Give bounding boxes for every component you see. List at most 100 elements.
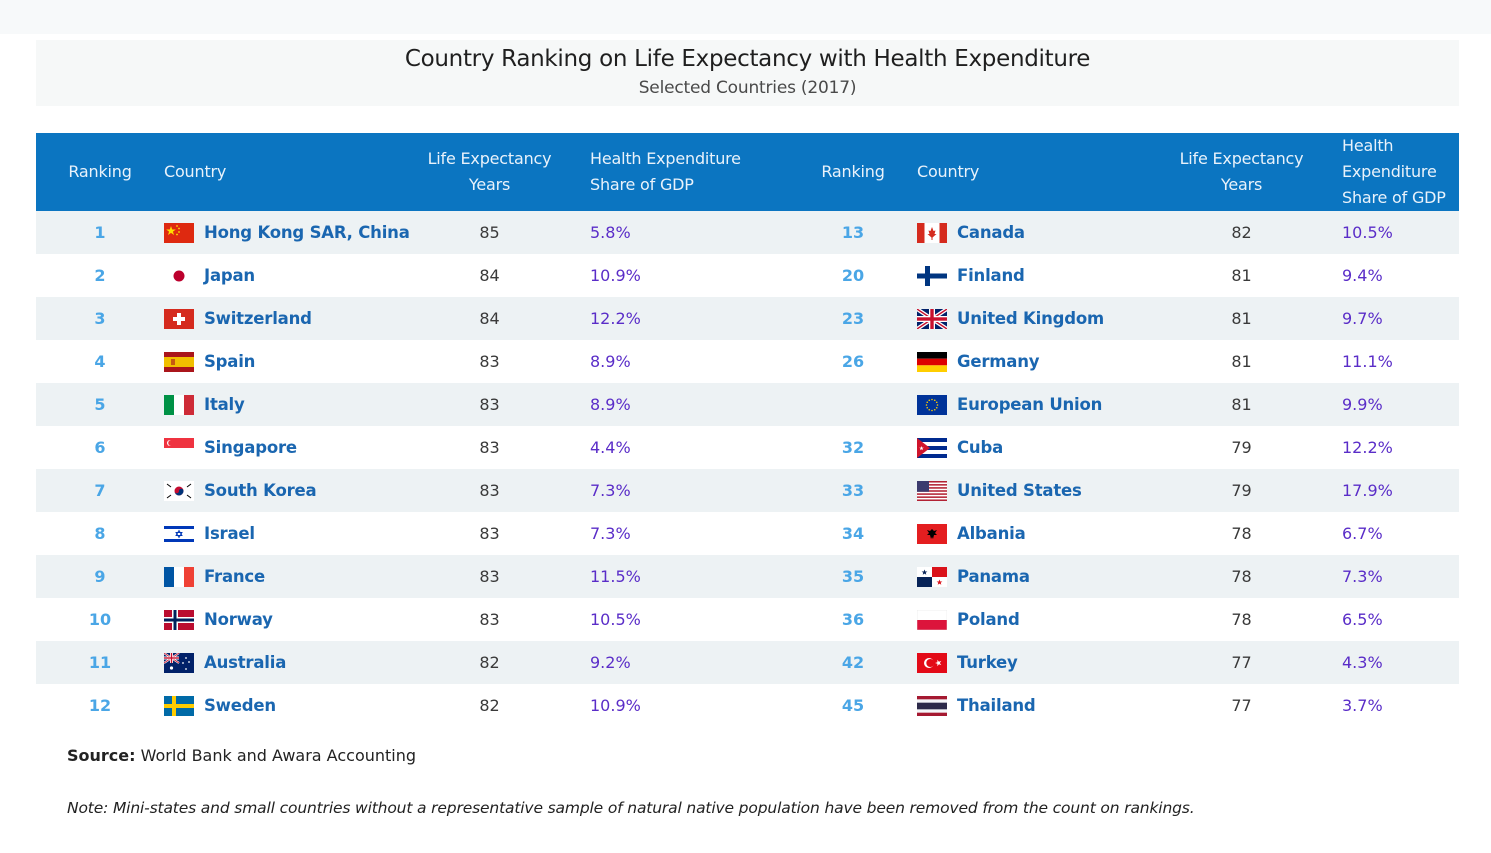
cuba-flag-icon [917,437,947,458]
south-korea-flag-icon [164,480,194,501]
rank-cell: 20 [841,266,865,285]
life-expectancy-cell: 77 [1231,653,1252,672]
table-row: 1 Hong Kong SAR, China 85 5.8% 13 Canada 82 10.… [36,211,1459,254]
life-expectancy-cell: 82 [479,653,500,672]
japan-flag-icon [164,265,194,286]
health-expenditure-cell: 10.9% [590,266,641,285]
rank-cell [789,383,917,426]
health-expenditure-cell: 8.9% [590,395,631,414]
rank-cell: 13 [841,223,865,242]
life-expectancy-cell: 78 [1231,610,1252,629]
country-name: Thailand [957,696,1036,715]
life-expectancy-cell: 82 [479,696,500,715]
country-name: United Kingdom [957,309,1104,328]
rank-cell: 34 [841,524,865,543]
country-name: European Union [957,395,1103,414]
rank-cell: 32 [841,438,865,457]
country-cell: Finland [917,254,1141,297]
header-health-expenditure-right: Health Expenditure Share of GDP [1342,136,1446,207]
life-expectancy-cell: 81 [1231,352,1252,371]
title-box: Country Ranking on Life Expectancy with … [36,40,1459,106]
france-flag-icon [164,566,194,587]
life-expectancy-cell: 79 [1231,481,1252,500]
country-cell: Japan [164,254,389,297]
country-name: Italy [204,395,245,414]
country-cell: Hong Kong SAR, China [164,211,410,254]
table-row: 7 South Korea 83 7.3% 33 United States 79 17.9% [36,469,1459,512]
country-name: Hong Kong SAR, China [204,223,410,242]
sweden-flag-icon [164,695,194,716]
country-cell: Norway [164,598,389,641]
country-name: Japan [204,266,255,285]
rank-cell: 45 [841,696,865,715]
spain-flag-icon [164,351,194,372]
country-cell: Poland [916,598,1141,641]
germany-flag-icon [917,351,947,372]
rank-cell: 33 [841,481,865,500]
life-expectancy-cell: 84 [479,266,500,285]
life-expectancy-cell: 84 [479,309,500,328]
life-expectancy-cell: 85 [479,223,500,242]
country-cell: United States [917,469,1141,512]
health-expenditure-cell: 12.2% [1342,438,1393,457]
rank-cell: 8 [94,524,106,543]
health-expenditure-cell: 10.9% [590,696,641,715]
country-cell: Turkey [917,641,1141,684]
header-country-right: Country [917,162,980,181]
norway-flag-icon [164,609,194,630]
life-expectancy-cell: 77 [1231,696,1252,715]
health-expenditure-cell: 9.2% [590,653,631,672]
header-ranking-right: Ranking [821,162,885,181]
life-expectancy-cell: 83 [479,395,500,414]
life-expectancy-cell: 78 [1231,524,1252,543]
health-expenditure-cell: 7.3% [590,481,631,500]
country-cell: Singapore [164,426,389,469]
israel-flag-icon [164,523,194,544]
header-country-left: Country [164,162,227,181]
country-name: Switzerland [204,309,312,328]
rank-cell: 42 [841,653,865,672]
country-cell: Sweden [164,684,389,727]
note-line: Note: Mini-states and small countries wi… [67,799,1195,817]
country-name: Spain [204,352,256,371]
life-expectancy-cell: 81 [1231,395,1252,414]
life-expectancy-cell: 79 [1231,438,1252,457]
life-expectancy-cell: 81 [1231,266,1252,285]
life-expectancy-cell: 78 [1231,567,1252,586]
united-kingdom-flag-icon [915,306,949,331]
country-cell: Spain [164,340,389,383]
life-expectancy-cell: 83 [479,610,500,629]
life-expectancy-cell: 83 [479,352,500,371]
country-name: United States [957,481,1082,500]
health-expenditure-cell: 10.5% [590,610,641,629]
country-name: Turkey [957,653,1018,672]
health-expenditure-cell: 11.5% [590,567,641,586]
health-expenditure-cell: 6.5% [1342,610,1383,629]
country-name: Israel [204,524,255,543]
panama-flag-icon [917,566,947,587]
health-expenditure-cell: 8.9% [590,352,631,371]
country-cell: France [164,555,389,598]
health-expenditure-cell: 10.5% [1342,223,1393,242]
country-name: Finland [957,266,1025,285]
health-expenditure-cell: 4.4% [590,438,631,457]
hong-kong-flag-icon [164,222,194,243]
rank-cell: 11 [88,653,112,672]
health-expenditure-cell: 12.2% [590,309,641,328]
life-expectancy-cell: 83 [479,567,500,586]
country-cell: South Korea [164,469,389,512]
country-name: France [204,567,266,586]
poland-flag-icon [916,609,948,630]
thailand-flag-icon [917,695,947,716]
health-expenditure-cell: 4.3% [1342,653,1383,672]
country-name: Sweden [204,696,276,715]
turkey-flag-icon [917,652,947,673]
united-states-flag-icon [917,480,947,501]
header-life-expectancy-left: Life Expectancy Years [427,149,552,194]
rank-cell: 23 [841,309,865,328]
table-row: 12 Sweden 82 10.9% 45 Thailand 77 3.7% [36,684,1459,727]
country-cell: Cuba [917,426,1141,469]
finland-flag-icon [917,265,947,286]
rank-cell: 35 [841,567,865,586]
rank-cell: 4 [94,352,106,371]
